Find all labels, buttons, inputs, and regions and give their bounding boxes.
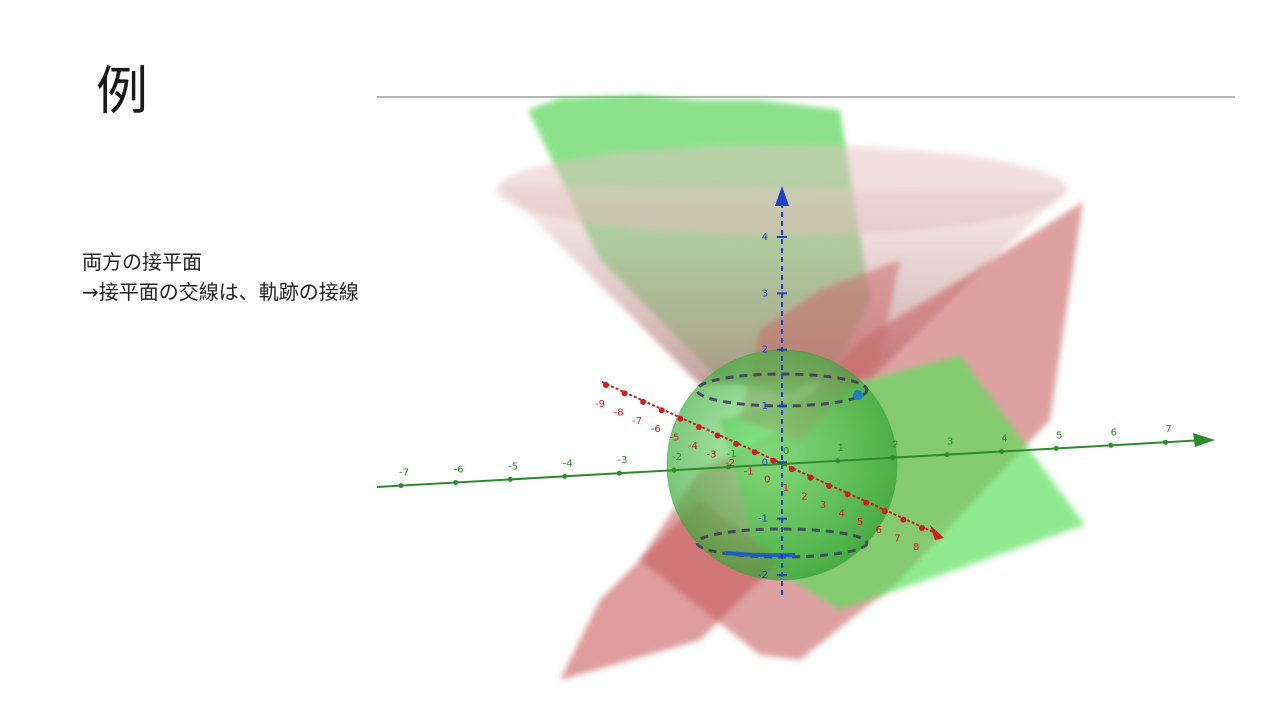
x-tick-mark (889, 455, 895, 461)
x-tick-label: 4 (1001, 434, 1007, 445)
z-axis-arrow (775, 186, 789, 206)
y-tick-mark (844, 491, 851, 498)
x-tick-mark (1108, 442, 1114, 448)
x-tick-label: -4 (563, 458, 573, 469)
y-tick-mark (751, 449, 758, 456)
y-tick-label: -4 (688, 441, 698, 452)
locus-segment (724, 551, 796, 558)
x-axis-arrow (1193, 433, 1215, 447)
x-tick-label: 2 (892, 440, 898, 451)
x-tick-mark (616, 470, 622, 476)
y-tick-mark (919, 525, 925, 531)
x-tick-label: 5 (1056, 430, 1062, 441)
x-tick-mark (453, 480, 459, 485)
z-tick-label: 4 (762, 232, 768, 243)
x-tick-label: -5 (508, 461, 518, 472)
y-tick-mark (603, 382, 609, 388)
y-tick-mark (826, 482, 833, 489)
y-tick-label: -5 (669, 433, 679, 444)
x-tick-label: -6 (454, 465, 464, 476)
z-tick-label: 3 (762, 288, 768, 299)
y-tick-mark (788, 466, 795, 473)
y-tick-label: 3 (820, 500, 826, 511)
y-tick-label: -7 (632, 416, 642, 427)
x-axis (376, 439, 1206, 488)
slide-title: 例 (96, 62, 149, 122)
y-tick-mark (714, 432, 721, 439)
y-tick-mark (733, 440, 740, 447)
y-tick-mark (881, 508, 888, 515)
x-tick-mark (999, 449, 1005, 454)
z-tick-label: 0 (762, 457, 768, 468)
y-tick-label: -9 (595, 399, 605, 410)
y-tick-label: -2 (725, 458, 735, 469)
x-tick-label: -1 (727, 449, 737, 460)
y-tick-mark (677, 415, 684, 422)
x-tick-label: 1 (838, 443, 844, 454)
z-tick-label: -1 (758, 514, 768, 525)
slide-body: 両方の接平面 →接平面の交線は、軌跡の接線 (82, 247, 359, 307)
x-tick-label: 7 (1165, 424, 1171, 435)
z-tick-label: 2 (762, 345, 768, 356)
x-tick-mark (835, 458, 841, 464)
y-tick-mark (863, 499, 870, 506)
y-tick-mark (621, 390, 628, 397)
x-tick-mark (944, 452, 950, 458)
x-axis-ticks: -7 -6 -5 -4 -3 -2 -1 0 1 2 3 4 5 6 7 (398, 424, 1172, 489)
x-tick-mark (507, 476, 513, 482)
y-tick-mark (900, 516, 907, 523)
x-tick-label: 6 (1111, 427, 1117, 438)
y-axis-arrow (930, 525, 944, 540)
y-tick-mark (770, 457, 777, 464)
body-line-2: →接平面の交線は、軌跡の接線 (82, 280, 359, 304)
x-tick-label: -2 (672, 452, 682, 463)
y-tick-mark (807, 474, 814, 481)
y-tick-label: 0 (764, 475, 770, 486)
x-tick-label: -3 (617, 455, 627, 466)
x-tick-label: 3 (947, 437, 953, 448)
x-tick-mark (562, 473, 568, 479)
y-tick-label: 6 (876, 525, 882, 536)
y-tick-mark (658, 407, 665, 414)
y-tick-label: 8 (913, 542, 919, 553)
y-tick-label: 2 (801, 492, 807, 503)
y-axis (601, 381, 941, 536)
x-tick-mark (726, 464, 732, 470)
y-tick-label: 7 (894, 534, 900, 545)
y-tick-label: -6 (651, 424, 661, 435)
z-tick-label: 1 (762, 401, 768, 412)
y-tick-mark (640, 398, 647, 405)
z-axis-ticks: 4 3 2 1 0 -1 -2 (758, 232, 787, 581)
contact-point (853, 390, 863, 400)
y-tick-label: 4 (838, 508, 844, 519)
z-tick-label: -2 (758, 570, 768, 581)
x-tick-label: -7 (399, 468, 409, 479)
y-tick-label: 1 (783, 483, 789, 494)
y-tick-mark (695, 424, 702, 431)
x-tick-mark (398, 483, 404, 489)
x-tick-mark (1053, 445, 1059, 451)
body-line-1: 両方の接平面 (82, 250, 202, 274)
x-tick-label: 0 (783, 446, 789, 457)
y-tick-label: -1 (744, 466, 754, 477)
y-tick-label: -3 (707, 449, 717, 460)
title-divider (377, 96, 1235, 98)
y-tick-label: -8 (614, 407, 624, 418)
x-tick-mark (671, 467, 677, 473)
x-tick-mark (1162, 439, 1168, 445)
y-tick-label: 5 (857, 517, 863, 528)
